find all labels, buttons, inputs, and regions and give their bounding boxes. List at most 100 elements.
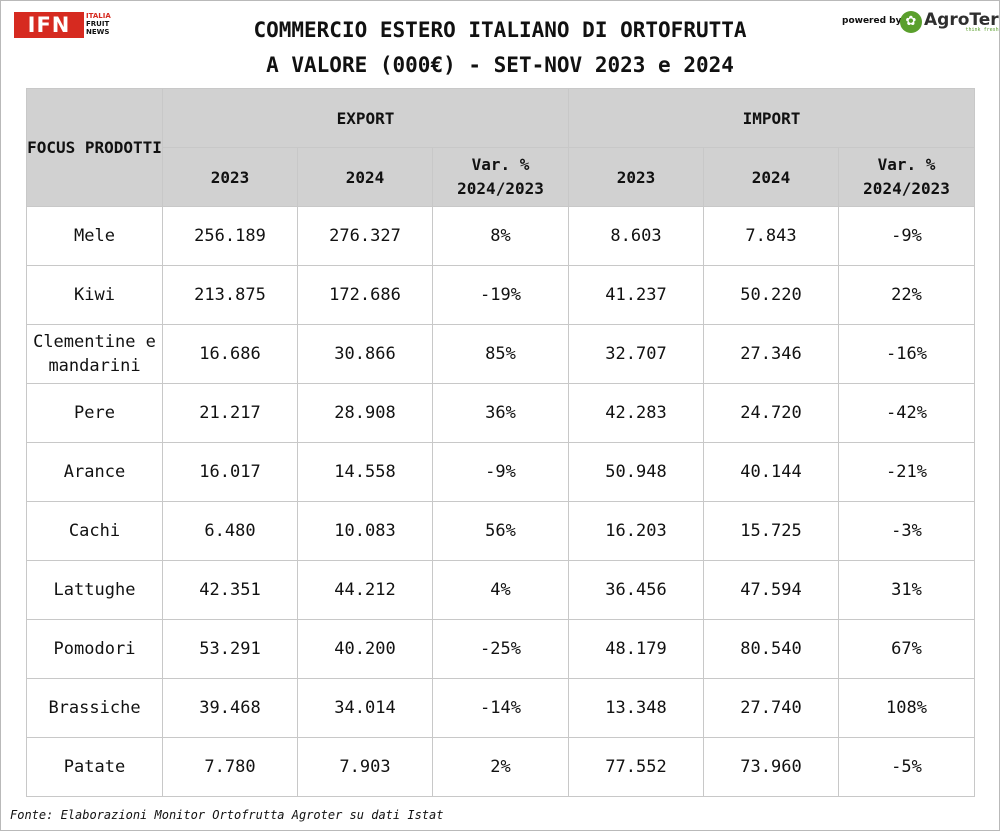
chart-title-line-1: COMMERCIO ESTERO ITALIANO DI ORTOFRUTTA [253, 18, 747, 42]
export-2024-cell: 172.686 [297, 265, 433, 325]
agroter-logo-text: AgroTer [924, 10, 999, 30]
import-2023-cell: 41.237 [568, 265, 705, 325]
export-2024-header: 2024 [297, 147, 433, 207]
export-var-cell: -9% [431, 442, 570, 502]
ifn-logo-sub-1: ITALIA [86, 12, 111, 20]
export-2023-cell: 42.351 [162, 560, 298, 620]
ifn-logo-sub-2: FRUIT [86, 20, 110, 28]
import-var-cell: -21% [838, 442, 976, 502]
export-2024-cell: 276.327 [297, 206, 433, 266]
export-var-cell: 36% [431, 383, 570, 443]
export-var-cell: -14% [431, 678, 570, 738]
product-cell: Clementine e mandarini [26, 324, 163, 384]
ifn-logo-sub-3: NEWS [86, 28, 110, 36]
export-2023-cell: 39.468 [162, 678, 298, 738]
import-2023-cell: 16.203 [568, 501, 705, 561]
agroter-logo: ✿ AgroTer think fresh [900, 10, 999, 33]
import-2023-cell: 36.456 [568, 560, 705, 620]
tree-icon: ✿ [900, 10, 922, 33]
export-var-cell: 85% [431, 324, 570, 384]
export-2023-cell: 7.780 [162, 737, 298, 797]
export-2024-cell: 10.083 [297, 501, 433, 561]
import-var-cell: 22% [838, 265, 976, 325]
import-var-header: Var. % 2024/2023 [838, 147, 976, 207]
import-2023-header: 2023 [568, 147, 705, 207]
export-var-cell: 56% [431, 501, 570, 561]
product-cell: Patate [26, 737, 163, 797]
ifn-logo: IFN ITALIA FRUIT NEWS [14, 12, 111, 38]
import-var-cell: -42% [838, 383, 976, 443]
export-group-header: EXPORT [161, 88, 570, 148]
import-2024-cell: 40.144 [703, 442, 840, 502]
trade-table: FOCUS PRODOTTI EXPORT IMPORT 2023 2024 V… [26, 88, 976, 797]
import-var-cell: -16% [838, 324, 976, 384]
import-2024-cell: 27.346 [703, 324, 840, 384]
import-var-cell: -9% [838, 206, 976, 266]
import-var-cell: -5% [838, 737, 976, 797]
powered-by-label: powered by [842, 16, 902, 26]
export-2023-cell: 213.875 [162, 265, 298, 325]
table-row: Patate 7.780 7.903 2% 77.552 73.960 -5% [26, 737, 976, 797]
focus-products-header: FOCUS PRODOTTI [26, 88, 163, 207]
export-2023-cell: 21.217 [162, 383, 298, 443]
import-2024-header: 2024 [703, 147, 840, 207]
export-var-cell: 4% [431, 560, 570, 620]
export-2024-cell: 14.558 [297, 442, 433, 502]
export-2023-cell: 16.686 [162, 324, 298, 384]
export-2023-cell: 53.291 [162, 619, 298, 679]
export-var-cell: 8% [431, 206, 570, 266]
product-cell: Brassiche [26, 678, 163, 738]
export-2023-header: 2023 [162, 147, 298, 207]
export-2024-cell: 7.903 [297, 737, 433, 797]
table-row: Clementine e mandarini 16.686 30.866 85% 32.… [26, 324, 976, 384]
product-cell: Arance [26, 442, 163, 502]
source-note: Fonte: Elaborazioni Monitor Ortofrutta A… [10, 808, 444, 822]
import-2024-cell: 27.740 [703, 678, 840, 738]
table-row: Pere 21.217 28.908 36% 42.283 24.720 -42% [26, 383, 976, 443]
chart-title-line-2: A VALORE (000€) - SET-NOV 2023 e 2024 [266, 53, 734, 77]
product-cell: Lattughe [26, 560, 163, 620]
table-row: Arance 16.017 14.558 -9% 50.948 40.144 -21% [26, 442, 976, 502]
import-var-cell: 67% [838, 619, 976, 679]
import-2023-cell: 13.348 [568, 678, 705, 738]
import-2024-cell: 50.220 [703, 265, 840, 325]
export-2024-cell: 30.866 [297, 324, 433, 384]
import-2023-cell: 50.948 [568, 442, 705, 502]
table-row: Kiwi 213.875 172.686 -19% 41.237 50.220 22% [26, 265, 976, 325]
import-2024-cell: 73.960 [703, 737, 840, 797]
import-2024-cell: 15.725 [703, 501, 840, 561]
product-cell: Pere [26, 383, 163, 443]
export-var-cell: 2% [431, 737, 570, 797]
import-2023-cell: 8.603 [568, 206, 705, 266]
table-row: Lattughe 42.351 44.212 4% 36.456 47.594 31% [26, 560, 976, 620]
table-row: Cachi 6.480 10.083 56% 16.203 15.725 -3% [26, 501, 976, 561]
table-row: Pomodori 53.291 40.200 -25% 48.179 80.540 67% [26, 619, 976, 679]
export-var-cell: -19% [431, 265, 570, 325]
table-row: Brassiche 39.468 34.014 -14% 13.348 27.740 108… [26, 678, 976, 738]
product-cell: Kiwi [26, 265, 163, 325]
export-2023-cell: 16.017 [162, 442, 298, 502]
ifn-logo-mark: IFN [14, 12, 84, 38]
import-2024-cell: 47.594 [703, 560, 840, 620]
import-2023-cell: 32.707 [568, 324, 705, 384]
export-2023-cell: 6.480 [162, 501, 298, 561]
agroter-logo-tagline: think fresh [965, 27, 999, 33]
export-2023-cell: 256.189 [162, 206, 298, 266]
import-group-header: IMPORT [568, 88, 976, 148]
product-cell: Cachi [26, 501, 163, 561]
product-cell: Mele [26, 206, 163, 266]
table-row: Mele 256.189 276.327 8% 8.603 7.843 -9% [26, 206, 976, 266]
ifn-logo-subtitle: ITALIA FRUIT NEWS [86, 12, 111, 36]
export-2024-cell: 28.908 [297, 383, 433, 443]
import-2024-cell: 80.540 [703, 619, 840, 679]
export-var-header: Var. % 2024/2023 [431, 147, 570, 207]
export-var-cell: -25% [431, 619, 570, 679]
export-2024-cell: 44.212 [297, 560, 433, 620]
import-var-cell: 31% [838, 560, 976, 620]
import-2023-cell: 77.552 [568, 737, 705, 797]
export-2024-cell: 34.014 [297, 678, 433, 738]
product-cell: Pomodori [26, 619, 163, 679]
import-2023-cell: 42.283 [568, 383, 705, 443]
import-2024-cell: 7.843 [703, 206, 840, 266]
export-2024-cell: 40.200 [297, 619, 433, 679]
